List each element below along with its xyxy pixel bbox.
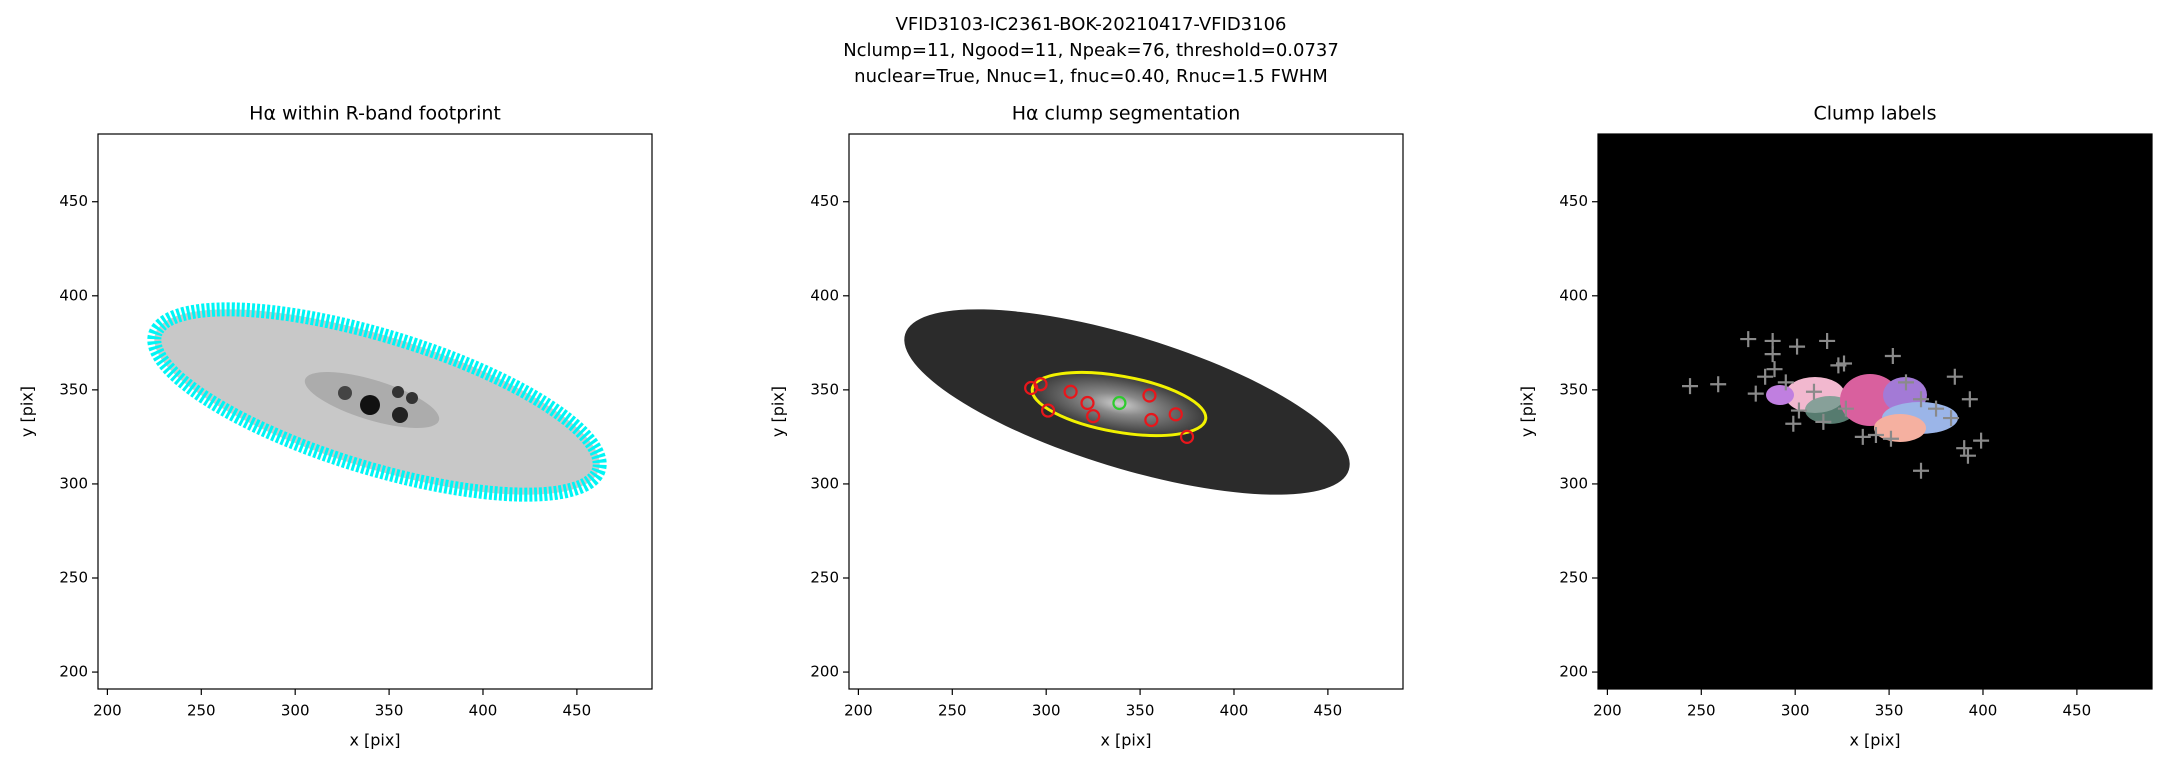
y-tick-label: 400	[1559, 286, 1588, 304]
peak-marker	[1943, 410, 1960, 427]
suptitle: nuclear=True, Nnuc=1, fnuc=0.40, Rnuc=1.…	[854, 66, 1328, 87]
peak-marker	[1884, 348, 1901, 364]
suptitle: VFID3103-IC2361-BOK-20210417-VFID3106	[896, 14, 1287, 35]
peak-marker	[1766, 361, 1783, 378]
peak-marker	[1959, 447, 1976, 464]
peak-marker	[1777, 374, 1794, 391]
y-tick-label: 450	[59, 192, 88, 210]
peak-marker	[1961, 391, 1978, 408]
clump-marker	[1040, 403, 1056, 418]
clump-marker	[1080, 395, 1095, 411]
x-tick-label: 200	[93, 702, 122, 720]
peak-marker	[1867, 427, 1884, 444]
panel-title: Clump labels	[1813, 103, 1936, 125]
x-tick-label: 250	[938, 702, 967, 720]
peak-marker	[1710, 376, 1727, 393]
x-tick-label: 450	[563, 702, 592, 720]
peak-marker	[1913, 462, 1930, 479]
y-tick-label: 200	[810, 663, 839, 681]
peak-marker	[1913, 391, 1930, 408]
peak-marker	[1956, 440, 1973, 457]
x-tick-label: 400	[1220, 702, 1249, 720]
clump-marker	[1112, 395, 1127, 411]
x-tick-label: 400	[469, 702, 498, 720]
y-tick-label: 450	[1559, 192, 1588, 210]
y-axis-label: y [pix]	[769, 386, 788, 437]
x-tick-label: 450	[1314, 702, 1343, 720]
x-tick-label: 300	[281, 702, 310, 720]
panel-title: Hα clump segmentation	[1012, 103, 1241, 125]
clump-marker	[1179, 429, 1195, 444]
peak-marker	[1789, 338, 1806, 355]
peak-marker	[1973, 432, 1990, 449]
peak-marker	[1819, 332, 1836, 349]
clump-marker	[1086, 409, 1101, 424]
peak-marker	[1882, 430, 1899, 447]
y-tick-label: 400	[810, 286, 839, 304]
peak-marker	[1785, 415, 1802, 432]
peak-marker	[1815, 413, 1832, 430]
x-axis-label: x [pix]	[349, 731, 400, 750]
x-tick-label: 200	[844, 702, 873, 720]
y-tick-label: 300	[810, 474, 839, 492]
y-tick-label: 200	[59, 663, 88, 681]
y-tick-label: 350	[1559, 380, 1588, 398]
y-tick-label: 450	[810, 192, 839, 210]
y-tick-label: 350	[810, 380, 839, 398]
peak-marker	[1747, 385, 1764, 402]
x-tick-label: 300	[1781, 702, 1810, 720]
peak-marker	[1946, 368, 1963, 385]
peak-marker	[1757, 368, 1774, 385]
y-axis-label: y [pix]	[18, 386, 37, 437]
peak-marker	[1682, 378, 1699, 395]
peak-marker	[1836, 355, 1853, 372]
image-2	[849, 134, 1403, 689]
y-tick-label: 400	[59, 286, 88, 304]
peak-marker	[1764, 346, 1781, 363]
image-3	[1598, 134, 2152, 689]
x-tick-label: 350	[1126, 702, 1155, 720]
clump-marker	[1144, 412, 1159, 428]
x-tick-label: 250	[1687, 702, 1716, 720]
x-tick-label: 350	[375, 702, 404, 720]
clump-marker	[1033, 377, 1048, 392]
peak-marker	[1897, 374, 1914, 391]
clump-marker	[1168, 407, 1183, 422]
y-tick-label: 250	[59, 569, 88, 587]
y-tick-label: 300	[59, 474, 88, 492]
y-tick-label: 250	[1559, 569, 1588, 587]
x-axis-label: x [pix]	[1100, 731, 1151, 750]
x-tick-label: 250	[187, 702, 216, 720]
x-tick-label: 350	[1875, 702, 1904, 720]
peak-marker	[1854, 428, 1871, 445]
axes-frame	[1597, 133, 2153, 690]
y-tick-label: 200	[1559, 663, 1588, 681]
y-tick-label: 250	[810, 569, 839, 587]
axes-frame	[97, 133, 653, 690]
peak-marker	[1928, 400, 1945, 417]
y-tick-label: 350	[59, 380, 88, 398]
x-tick-label: 450	[2063, 702, 2092, 720]
suptitle: Nclump=11, Ngood=11, Npeak=76, threshold…	[843, 40, 1339, 61]
clump-marker	[1063, 384, 1078, 399]
y-axis-label: y [pix]	[1518, 386, 1537, 437]
peak-marker	[1837, 400, 1854, 417]
peak-marker	[1790, 402, 1807, 419]
axes-frame	[848, 133, 1404, 690]
x-tick-label: 200	[1593, 702, 1622, 720]
peak-marker	[1740, 331, 1757, 348]
x-axis-label: x [pix]	[1849, 731, 1900, 750]
y-tick-label: 300	[1559, 474, 1588, 492]
panel-title: Hα within R-band footprint	[249, 103, 501, 125]
image-1	[98, 134, 652, 689]
x-tick-label: 400	[1969, 702, 1998, 720]
clump-marker	[1142, 388, 1157, 403]
peak-marker	[1805, 383, 1822, 400]
x-tick-label: 300	[1032, 702, 1061, 720]
